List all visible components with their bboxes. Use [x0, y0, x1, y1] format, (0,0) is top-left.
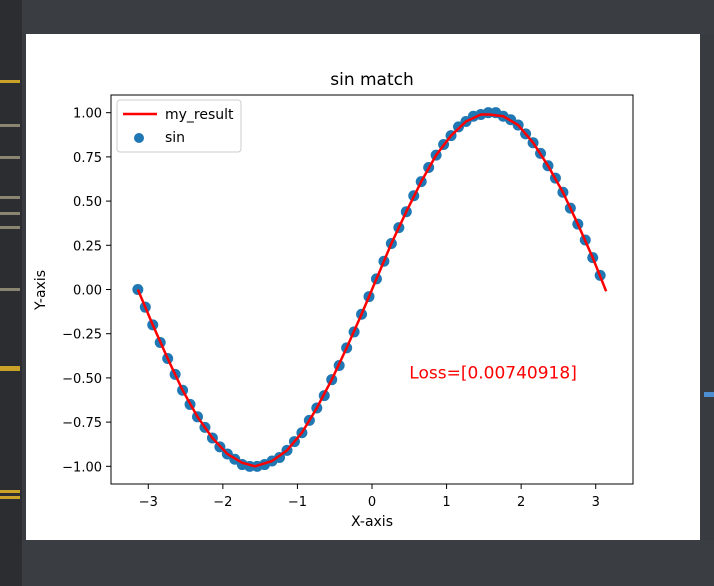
y-tick-label: 0.75	[73, 151, 102, 166]
sidebar-marker	[0, 156, 20, 159]
left-sidebar-strip	[0, 0, 22, 586]
y-tick-label: 0.50	[73, 195, 102, 210]
x-tick-label: 2	[517, 495, 525, 510]
y-tick-label: 1.00	[73, 107, 102, 122]
annotations: Loss=[0.00740918]	[409, 364, 577, 384]
x-tick-label: 3	[592, 495, 600, 510]
sidebar-marker	[0, 80, 20, 83]
legend-label-my-result: my_result	[165, 107, 234, 123]
legend-label-sin: sin	[165, 130, 185, 146]
sidebar-marker	[0, 212, 20, 215]
x-tick-label: 0	[368, 495, 376, 510]
sidebar-marker	[0, 288, 20, 291]
y-tick-label: −0.75	[62, 416, 102, 431]
x-tick-label: 1	[442, 495, 450, 510]
y-axis-label: Y-axis	[33, 270, 49, 311]
x-tick-label: −1	[288, 495, 307, 510]
my-result-line	[136, 113, 608, 468]
x-axis-ticks: −3 −2 −1 0 1 2 3	[139, 484, 600, 510]
sidebar-marker	[0, 366, 20, 371]
loss-annotation: Loss=[0.00740918]	[409, 364, 577, 384]
x-tick-label: −3	[139, 495, 158, 510]
sin-match-chart: sin match −3 −2 −1 0 1 2 3 1.00 0.75 0.50 0.25 0.0…	[33, 70, 634, 530]
scrollbar-accent[interactable]	[704, 392, 714, 397]
y-tick-label: −0.50	[62, 372, 102, 387]
y-tick-label: −0.25	[62, 328, 102, 343]
sidebar-marker	[0, 226, 20, 229]
plot-figure: sin match −3 −2 −1 0 1 2 3 1.00 0.75 0.50 0.25 0.0…	[26, 34, 700, 540]
x-axis-label: X-axis	[351, 514, 393, 530]
legend-dot-swatch	[134, 133, 144, 143]
scatter-series	[132, 107, 606, 472]
sidebar-marker	[0, 490, 20, 493]
legend: my_result sin	[116, 99, 242, 153]
y-tick-label: 0.00	[73, 284, 102, 299]
window-top-band	[22, 0, 714, 34]
sidebar-marker	[0, 124, 20, 127]
sin-data-point	[132, 284, 144, 295]
y-tick-label: 0.25	[73, 239, 102, 254]
x-tick-label: −2	[213, 495, 232, 510]
y-axis-ticks: 1.00 0.75 0.50 0.25 0.00 −0.25 −0.50 −0.75 −1.00	[62, 107, 111, 475]
chart-title: sin match	[330, 70, 414, 90]
y-tick-label: −1.00	[62, 460, 102, 475]
sidebar-marker	[0, 496, 20, 499]
window-bottom-band	[22, 540, 714, 586]
line-series	[136, 113, 608, 468]
sidebar-marker	[0, 196, 20, 199]
